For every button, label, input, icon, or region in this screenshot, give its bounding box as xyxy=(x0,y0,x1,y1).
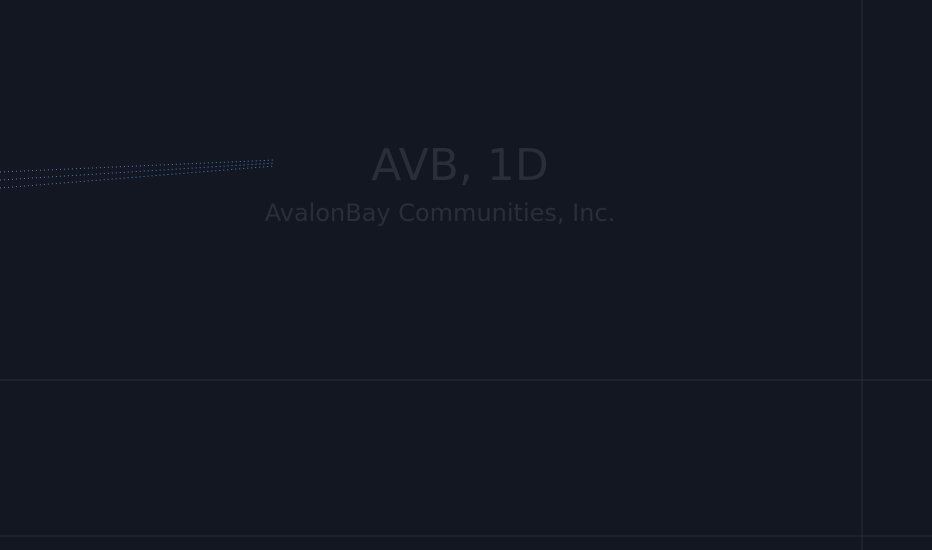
watermark-title: AVB, 1D xyxy=(371,140,548,191)
dotted-lines xyxy=(0,159,276,189)
plot-area: AVB, 1D AvalonBay Communities, Inc. xyxy=(0,140,615,227)
watermark-subtitle: AvalonBay Communities, Inc. xyxy=(265,199,616,227)
